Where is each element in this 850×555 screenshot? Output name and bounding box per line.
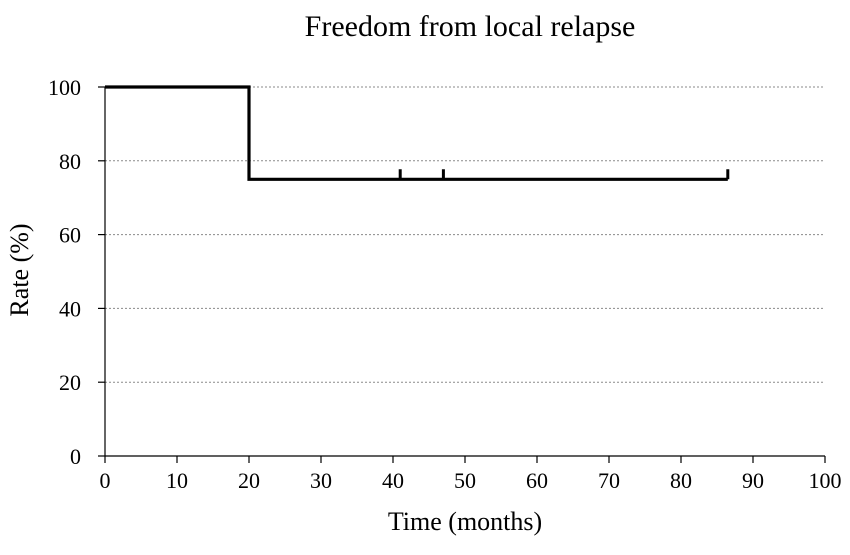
x-tick-label: 40 [382,468,404,493]
x-tick-label: 50 [454,468,476,493]
chart-title: Freedom from local relapse [304,10,636,43]
x-tick-label: 0 [100,468,111,493]
y-tick-label: 20 [59,370,81,395]
x-tick-label: 100 [809,468,842,493]
x-tick-label: 20 [238,468,260,493]
y-tick-label: 0 [70,444,81,469]
x-tick-label: 30 [310,468,332,493]
x-axis-label: Time (months) [387,507,543,536]
y-tick-label: 40 [59,296,81,321]
y-tick-label: 100 [48,75,81,100]
y-tick-label: 60 [59,223,81,248]
x-tick-label: 90 [742,468,764,493]
x-tick-label: 10 [166,468,188,493]
x-tick-label: 60 [526,468,548,493]
x-tick-label: 80 [670,468,692,493]
y-tick-label: 80 [59,149,81,174]
x-tick-label: 70 [598,468,620,493]
survival-step-line [105,85,728,181]
